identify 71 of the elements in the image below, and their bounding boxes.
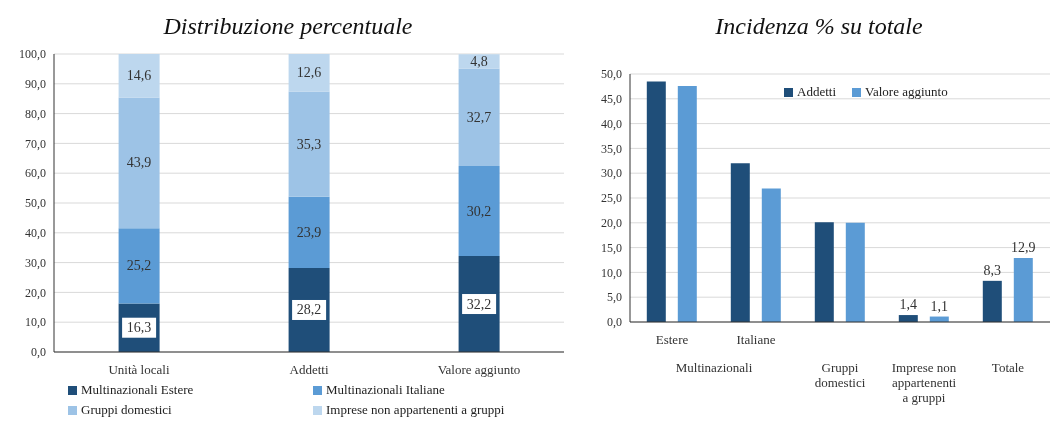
legend-label: Multinazionali Estere (81, 382, 194, 398)
bar (288, 91, 330, 197)
bar (730, 163, 750, 322)
data-label: 43,9 (126, 155, 152, 171)
x-tick-label: Imprese non appartenenti a gruppi (891, 360, 957, 405)
x-tick-label: Italiane (736, 332, 776, 347)
data-label: 32,7 (466, 109, 492, 125)
data-label: 25,2 (126, 258, 152, 274)
bar (646, 81, 666, 322)
y-tick-label: 30,0 (601, 166, 622, 181)
y-tick-label: 35,0 (601, 141, 622, 156)
data-label: 14,6 (126, 68, 152, 84)
y-tick-label: 80,0 (25, 106, 46, 121)
y-tick-label: 25,0 (601, 191, 622, 206)
bar (118, 54, 160, 98)
legend-label: Addetti (797, 84, 836, 100)
bar (118, 97, 160, 229)
data-label: 4,8 (470, 53, 488, 69)
data-label: 12,9 (1011, 240, 1036, 256)
x-tick-label: Totale (991, 360, 1025, 375)
y-tick-label: 0,0 (31, 345, 46, 360)
y-tick-label: 100,0 (19, 47, 46, 62)
data-label: 32,2 (466, 296, 492, 312)
y-tick-label: 20,0 (601, 216, 622, 231)
data-label: 1,4 (899, 297, 918, 313)
data-label: 35,3 (296, 136, 322, 152)
y-tick-label: 40,0 (25, 226, 46, 241)
x-tick-label: Unità locali (108, 362, 170, 377)
y-tick-label: 50,0 (25, 196, 46, 211)
y-tick-label: 70,0 (25, 136, 46, 151)
y-tick-label: 40,0 (601, 116, 622, 131)
bar (458, 68, 500, 167)
y-tick-label: 90,0 (25, 77, 46, 92)
bar (458, 166, 500, 257)
bar (761, 188, 781, 322)
data-label: 16,3 (126, 320, 152, 336)
bar (118, 228, 160, 304)
text: Multinazionali (675, 360, 753, 375)
bar (288, 54, 330, 92)
x-tick-label: Valore aggiunto (437, 362, 521, 377)
bar (814, 222, 834, 322)
y-tick-label: 30,0 (25, 255, 46, 270)
legend-label: Valore aggiunto (865, 84, 948, 100)
y-tick-label: 15,0 (601, 240, 622, 255)
y-tick-label: 10,0 (601, 265, 622, 280)
x-tick-label: Addetti (289, 362, 329, 377)
bar (677, 85, 697, 322)
chart-title: Incidenza % su totale (714, 12, 924, 41)
y-tick-label: 20,0 (25, 285, 46, 300)
data-label: 1,1 (930, 298, 949, 314)
data-label: 8,3 (983, 262, 1002, 278)
bar (1013, 258, 1033, 322)
legend-label: Imprese non appartenenti a gruppi (326, 402, 505, 418)
legend-label: Gruppi domestici (81, 402, 172, 418)
chart-title: Distribuzione percentuale (162, 12, 414, 41)
x-tick-label: Estere (655, 332, 689, 347)
bar (982, 280, 1002, 322)
y-tick-label: 5,0 (607, 290, 622, 305)
y-tick-label: 10,0 (25, 315, 46, 330)
data-label: 12,6 (296, 65, 322, 81)
y-tick-label: 45,0 (601, 92, 622, 107)
y-tick-label: 0,0 (607, 315, 622, 330)
data-label: 28,2 (296, 302, 322, 318)
legend-label: Multinazionali Italiane (326, 382, 445, 398)
y-tick-label: 60,0 (25, 166, 46, 181)
bar (288, 196, 330, 268)
x-tick-label: Gruppi domestici (814, 360, 866, 390)
data-label: 23,9 (296, 224, 322, 240)
y-tick-label: 50,0 (601, 67, 622, 82)
data-label: 30,2 (466, 203, 492, 219)
bar (845, 222, 865, 322)
